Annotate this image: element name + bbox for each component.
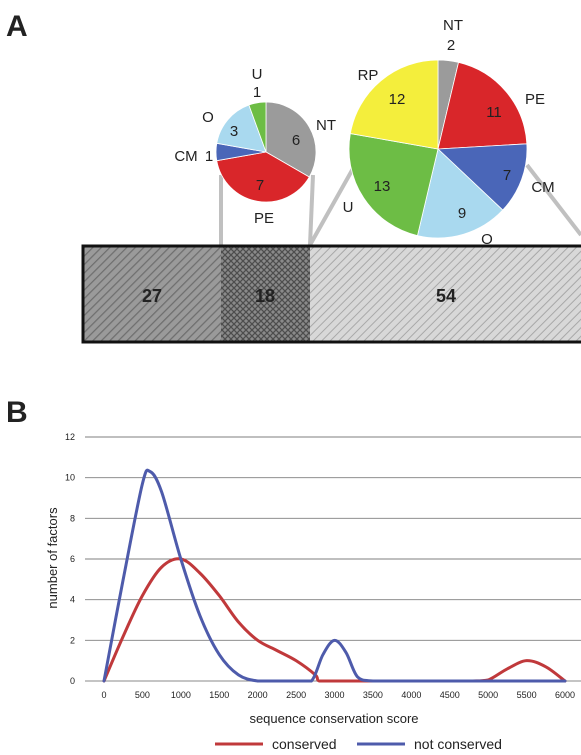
pie-large-slice-rp — [349, 59, 439, 150]
x-tick-label: 5500 — [517, 690, 537, 700]
panel-letter-b: B — [6, 396, 28, 429]
series-lines — [102, 468, 567, 683]
stacked-bar: 27 18 54 — [81, 244, 581, 344]
y-tick-label: 12 — [65, 432, 75, 442]
pie-small-value-cm: 1 — [205, 148, 213, 165]
legend-label-not-conserved: not conserved — [414, 736, 502, 752]
gridlines — [85, 436, 581, 641]
pie-large-slice-u — [348, 133, 439, 237]
pie-large-label-nt: NT — [443, 17, 463, 34]
pie-small-label-nt: NT — [316, 117, 336, 134]
pie-large-label-rp: RP — [358, 67, 379, 84]
y-tick-label: 8 — [70, 513, 75, 523]
x-tick-label: 3500 — [363, 690, 383, 700]
pie-small-slice-pe — [216, 151, 310, 203]
x-tick-label: 500 — [135, 690, 150, 700]
x-tick-label: 2500 — [286, 690, 306, 700]
y-tick-label: 2 — [70, 635, 75, 645]
series-line-conserved — [102, 557, 567, 683]
bar-label-54: 54 — [436, 286, 456, 306]
x-tick-label: 1000 — [171, 690, 191, 700]
pie-small-slice-u — [248, 101, 267, 153]
pie-connectors — [219, 163, 581, 246]
x-tick-label: 3000 — [324, 690, 344, 700]
panel-letter-a: A — [6, 10, 28, 43]
pie-large-slice-cm — [437, 143, 528, 211]
pie-large-label-o: O — [481, 231, 493, 248]
connector-large-right — [525, 163, 581, 237]
pie-small-label-o: O — [202, 109, 214, 126]
pie-large-value-cm: 7 — [503, 167, 511, 184]
pie-large-label-pe: PE — [525, 91, 545, 108]
x-axis-ticks: 0 500 1000 1500 2000 2500 3000 3500 4000 4500 5000… — [101, 690, 575, 700]
bar-segment-54 — [310, 246, 581, 342]
pie-small-value-pe: 7 — [256, 177, 264, 194]
pie-small-labels: 6 NT 7 PE CM 1 O 3 U 1 — [174, 66, 336, 227]
pie-large-value-rp: 12 — [389, 91, 406, 108]
pie-large-slice-pe — [437, 61, 528, 150]
x-tick-label: 0 — [101, 690, 106, 700]
y-tick-label: 10 — [65, 473, 75, 483]
connector-large-left — [308, 164, 357, 246]
x-tick-label: 1500 — [209, 690, 229, 700]
pie-small-label-cm: CM — [174, 148, 197, 165]
connector-small-right — [308, 174, 315, 246]
pie-chart-large — [348, 59, 528, 239]
pie-large-labels: NT 2 11 PE 7 CM 9 O 13 U 12 RP — [343, 17, 555, 248]
pie-small-slice-nt — [265, 101, 317, 178]
pie-large-value-o: 9 — [458, 205, 466, 222]
pie-large-label-u: U — [343, 199, 354, 216]
line-chart: 0 2 4 6 8 10 12 0 500 1000 1500 2000 2500 3000 3500 40… — [45, 432, 581, 726]
bar-label-27: 27 — [142, 286, 162, 306]
y-tick-label: 4 — [70, 595, 75, 605]
legend-label-conserved: conserved — [272, 736, 337, 752]
x-axis-title: sequence conservation score — [249, 711, 418, 726]
pie-small-label-u: U — [252, 66, 263, 83]
bar-segment-18 — [221, 246, 310, 342]
pie-large-value-u: 13 — [374, 178, 391, 195]
pie-chart-small — [215, 101, 317, 203]
x-tick-label: 5000 — [478, 690, 498, 700]
bar-label-18: 18 — [255, 286, 275, 306]
x-tick-label: 4000 — [401, 690, 421, 700]
pie-large-value-nt: 2 — [447, 37, 455, 54]
bar-outline — [81, 244, 581, 344]
pie-small-value-nt: 6 — [292, 132, 300, 149]
pie-large-label-cm: CM — [531, 179, 554, 196]
x-tick-label: 4500 — [440, 690, 460, 700]
pie-small-slice-o — [216, 104, 267, 153]
y-axis-ticks: 0 2 4 6 8 10 12 — [65, 432, 75, 686]
pie-large-value-pe: 11 — [486, 104, 502, 121]
pie-small-label-pe: PE — [254, 210, 274, 227]
y-tick-label: 0 — [70, 676, 75, 686]
bar-segment-27 — [83, 246, 221, 342]
x-tick-label: 6000 — [555, 690, 575, 700]
y-axis-title: number of factors — [45, 507, 60, 609]
pie-small-value-o: 3 — [230, 123, 238, 140]
pie-small-value-u: 1 — [253, 84, 261, 101]
y-tick-label: 6 — [70, 554, 75, 564]
x-tick-label: 2000 — [248, 690, 268, 700]
series-line-not-conserved — [102, 468, 567, 683]
pie-large-slice-o — [416, 148, 504, 239]
legend: conserved not conserved — [215, 736, 502, 752]
